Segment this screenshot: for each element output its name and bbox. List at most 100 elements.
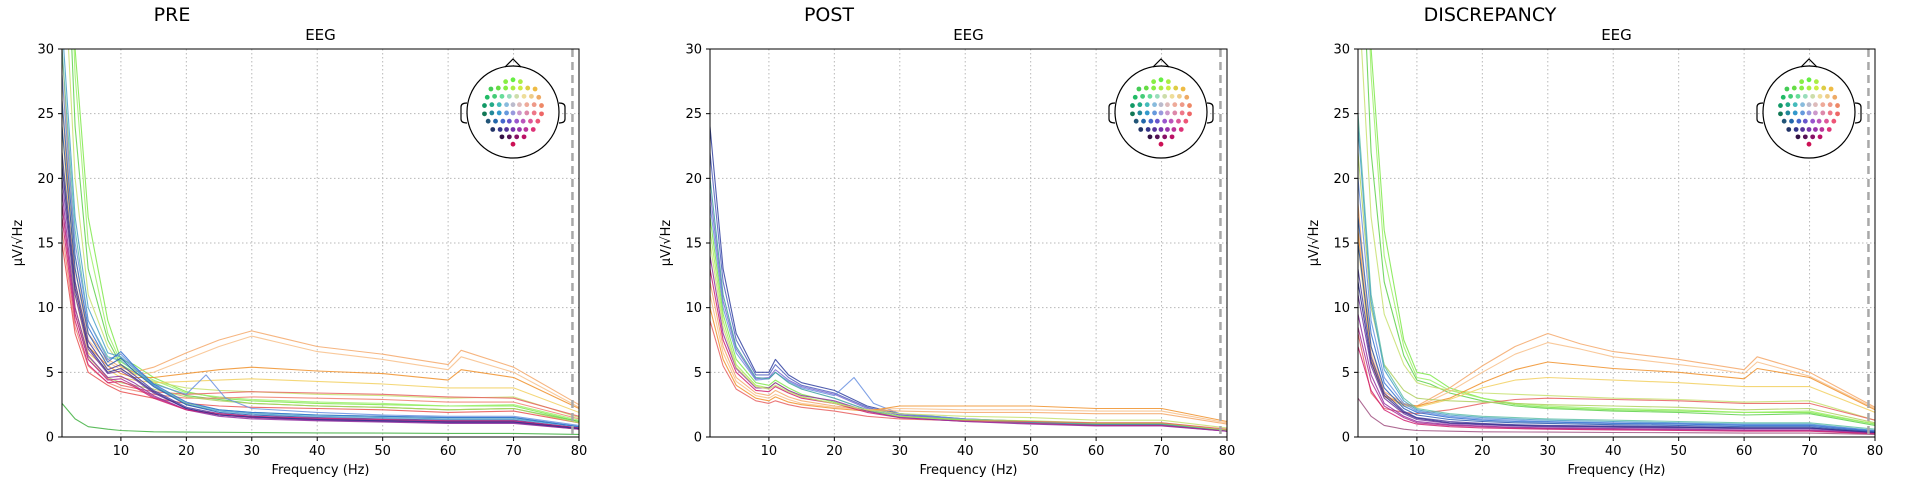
- sensor-dot: [1165, 110, 1170, 116]
- sensor-dot: [536, 94, 542, 100]
- x-tick-label: 50: [1022, 444, 1039, 459]
- sensor-dot: [1141, 118, 1146, 124]
- sensor-dot: [1820, 102, 1826, 108]
- sensor-dot: [1165, 102, 1170, 108]
- y-tick-label: 25: [685, 107, 702, 122]
- right-ear-shape: [1854, 102, 1862, 124]
- sensor-dot: [1792, 102, 1798, 108]
- y-tick-label: 10: [37, 301, 54, 316]
- sensor-dot: [504, 102, 509, 108]
- y-tick-label: 20: [685, 172, 702, 187]
- psd-line-11: [62, 242, 579, 424]
- sensor-dot: [517, 85, 523, 91]
- sensor-dot: [1800, 127, 1805, 132]
- sensor-dot: [1806, 85, 1812, 91]
- sensor-dot: [517, 79, 523, 85]
- nose-shape: [1800, 58, 1818, 68]
- sensor-dot: [521, 134, 527, 140]
- sensor-dot: [1832, 94, 1838, 100]
- sensor-dot: [514, 134, 520, 140]
- sensor-dot: [1806, 110, 1812, 116]
- sensor-dot: [1144, 110, 1150, 116]
- x-tick-label: 60: [1736, 444, 1753, 459]
- x-tick-label: 10: [113, 444, 130, 459]
- sensor-dot: [1152, 110, 1157, 116]
- psd-line-8: [710, 281, 1227, 425]
- y-tick-label: 10: [685, 301, 702, 316]
- sensor-dot: [1786, 127, 1792, 132]
- sensor-dot: [1179, 110, 1185, 116]
- sensor-dot: [525, 85, 531, 91]
- sensor-dot: [1795, 93, 1801, 99]
- sensor-dot: [1172, 110, 1178, 116]
- psd-line-1: [1370, 49, 1875, 425]
- sensor-dot: [1806, 127, 1812, 132]
- sensor-dot: [1179, 102, 1185, 108]
- sensor-dot: [500, 118, 506, 124]
- sensor-dot: [1827, 110, 1833, 116]
- sensor-dot: [1791, 85, 1797, 91]
- sensor-dot: [1813, 79, 1819, 85]
- sensor-dot: [1178, 127, 1184, 132]
- x-tick-label: 50: [374, 444, 391, 459]
- sensor-dot: [530, 127, 536, 132]
- sensor-dot: [539, 103, 544, 108]
- sensor-dot: [1780, 94, 1786, 100]
- x-tick-label: 30: [892, 444, 909, 459]
- sensor-dot: [1778, 111, 1783, 117]
- x-tick-label: 60: [1088, 444, 1105, 459]
- sensor-dot: [504, 127, 509, 132]
- y-tick-label: 10: [1333, 301, 1350, 316]
- x-tick-label: 50: [1670, 444, 1687, 459]
- sensor-dot: [510, 141, 516, 147]
- sensor-dot: [499, 134, 505, 140]
- sensor-dot: [1184, 94, 1190, 100]
- sensor-dot: [1795, 134, 1801, 140]
- psd-line-1: [74, 49, 579, 423]
- sensor-dot: [1172, 102, 1178, 108]
- psd-line-20: [1358, 346, 1875, 435]
- psd-line-18: [62, 152, 579, 429]
- sensor-dot: [1177, 93, 1182, 99]
- psd-line-23: [62, 165, 579, 430]
- sensor-dot: [1168, 118, 1174, 124]
- psd-line-14: [1358, 217, 1875, 432]
- sensor-dot: [1154, 134, 1160, 140]
- sensor-dot: [1778, 103, 1783, 108]
- sensor-dot: [514, 118, 520, 124]
- y-tick-label: 0: [694, 431, 702, 446]
- sensor-dot: [1176, 118, 1181, 124]
- x-tick-label: 30: [244, 444, 261, 459]
- sensor-dot: [532, 86, 538, 92]
- x-tick-label: 60: [440, 444, 457, 459]
- sensor-dot: [503, 79, 509, 85]
- sensor-dot: [1810, 93, 1816, 99]
- y-axis-label: µV/√Hz: [659, 220, 674, 267]
- psd-line-15: [62, 74, 579, 426]
- sensor-dot: [1792, 110, 1798, 116]
- sensor-dot: [1825, 93, 1830, 99]
- left-ear-shape: [460, 102, 468, 124]
- sensor-dot: [1165, 127, 1170, 132]
- sensor-dot: [1824, 118, 1829, 124]
- psd-line-10: [62, 230, 579, 420]
- sensor-dot: [1827, 102, 1833, 108]
- sensor-dot: [1806, 77, 1812, 83]
- sensor-dot: [1813, 127, 1818, 132]
- sensor-dot: [1158, 102, 1164, 108]
- x-tick-label: 20: [826, 444, 843, 459]
- sensor-dot: [1796, 118, 1802, 124]
- psd-line-8: [62, 126, 579, 413]
- sensor-dot: [1152, 102, 1157, 108]
- left-ear-shape: [1108, 102, 1116, 124]
- sensor-dot: [510, 85, 516, 91]
- sensor-dot: [489, 102, 495, 108]
- psd-line-10: [710, 307, 1227, 423]
- sensor-dot: [1799, 85, 1805, 91]
- sensor-dot: [488, 86, 494, 92]
- sensor-dot: [1802, 93, 1808, 99]
- x-tick-label: 70: [505, 444, 522, 459]
- sensor-dot: [1154, 93, 1160, 99]
- y-tick-label: 30: [37, 43, 54, 58]
- y-tick-label: 5: [1342, 366, 1350, 381]
